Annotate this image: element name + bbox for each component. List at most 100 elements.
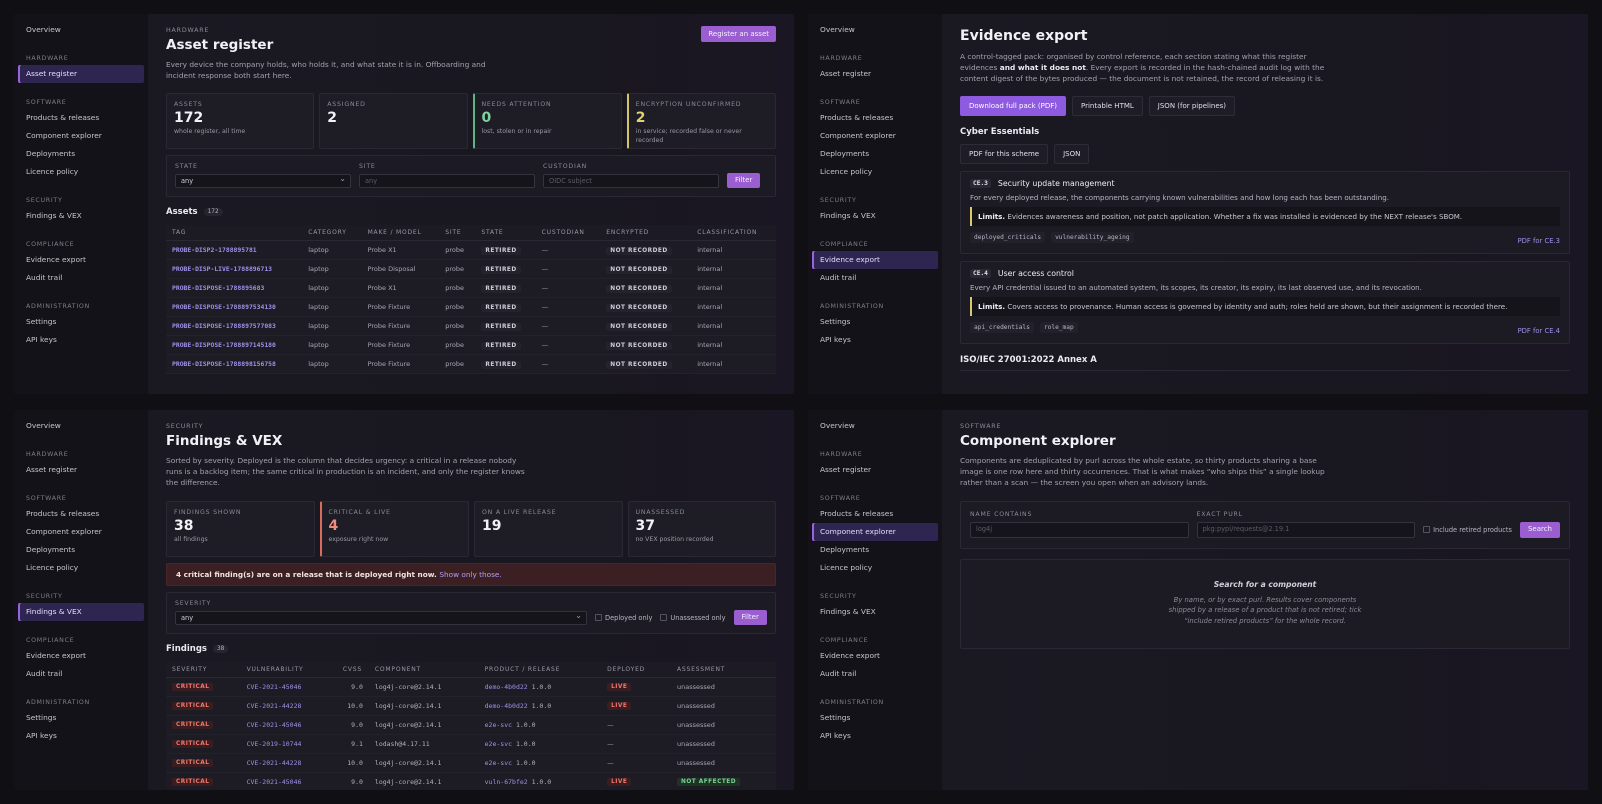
nav-products-releases[interactable]: Products & releases xyxy=(820,113,894,122)
product-link[interactable]: demo-4b0d22 xyxy=(484,701,528,710)
register-asset-button[interactable]: Register an asset xyxy=(701,26,776,42)
printable-html-button[interactable]: Printable HTML xyxy=(1072,95,1143,116)
table-row[interactable]: CRITICAL CVE-2021-45046 9.0 log4j-core@2.14… xyxy=(166,715,776,735)
nav-component-explorer[interactable]: Component explorer xyxy=(812,523,938,541)
vulnerability-link[interactable]: CVE-2021-45046 xyxy=(240,772,337,790)
column-header[interactable]: DEPLOYED xyxy=(601,661,671,678)
nav-settings[interactable]: Settings xyxy=(26,713,57,722)
name-contains-input[interactable]: log4j xyxy=(970,521,1189,538)
nav-overview[interactable]: Overview xyxy=(820,421,855,430)
nav-api-keys[interactable]: API keys xyxy=(820,335,851,344)
table-row[interactable]: CRITICAL CVE-2021-44228 10.0 log4j-core@2.1… xyxy=(166,753,776,773)
nav-findings-vex[interactable]: Findings & VEX xyxy=(820,211,876,220)
scheme-pdf-button[interactable]: PDF for this scheme xyxy=(960,143,1049,164)
nav-deployments[interactable]: Deployments xyxy=(26,149,76,158)
nav-findings-vex[interactable]: Findings & VEX xyxy=(26,211,82,220)
column-header[interactable]: PRODUCT / RELEASE xyxy=(478,661,602,678)
nav-settings[interactable]: Settings xyxy=(820,317,851,326)
column-header[interactable]: STATE xyxy=(475,225,536,242)
column-header[interactable]: VULNERABILITY xyxy=(240,661,337,678)
nav-component-explorer[interactable]: Component explorer xyxy=(820,131,896,140)
nav-audit-trail[interactable]: Audit trail xyxy=(26,273,63,282)
exact-purl-input[interactable]: pkg:pypi/requests@2.19.1 xyxy=(1196,521,1416,538)
table-row[interactable]: PROBE-DISPOSE-1788897145180 laptop Probe F… xyxy=(166,335,776,356)
asset-tag[interactable]: PROBE-DISPOSE-1788895683 xyxy=(166,278,303,299)
severity-select[interactable]: any xyxy=(175,610,587,625)
nav-deployments[interactable]: Deployments xyxy=(26,545,76,554)
table-row[interactable]: CRITICAL CVE-2021-44228 10.0 log4j-core@2.1… xyxy=(166,696,776,716)
custodian-input[interactable]: OIDC subject xyxy=(543,174,719,189)
nav-products-releases[interactable]: Products & releases xyxy=(26,113,100,122)
table-row[interactable]: PROBE-DISPOSE-1788898156758 laptop Probe F… xyxy=(166,354,776,375)
nav-deployments[interactable]: Deployments xyxy=(820,149,870,158)
unassessed-only-checkbox[interactable]: Unassessed only xyxy=(660,611,726,625)
column-header[interactable]: MAKE / MODEL xyxy=(361,225,440,242)
nav-component-explorer[interactable]: Component explorer xyxy=(26,131,102,140)
nav-deployments[interactable]: Deployments xyxy=(820,545,870,554)
nav-findings-vex[interactable]: Findings & VEX xyxy=(18,603,144,621)
vulnerability-link[interactable]: CVE-2021-45046 xyxy=(240,715,337,735)
column-header[interactable]: COMPONENT xyxy=(368,661,479,678)
nav-findings-vex[interactable]: Findings & VEX xyxy=(820,607,876,616)
nav-products-releases[interactable]: Products & releases xyxy=(26,509,100,518)
table-row[interactable]: CRITICAL CVE-2019-10744 9.1 lodash@4.17.11 e… xyxy=(166,734,776,754)
asset-tag[interactable]: PROBE-DISPOSE-1788898156758 xyxy=(166,354,303,375)
filter-button[interactable]: Filter xyxy=(727,173,761,189)
search-button[interactable]: Search xyxy=(1519,521,1560,538)
vulnerability-link[interactable]: CVE-2021-45046 xyxy=(240,677,337,697)
table-row[interactable]: PROBE-DISP2-1788895781 laptop Probe X1 prob… xyxy=(166,240,776,261)
table-row[interactable]: PROBE-DISPOSE-1788897577083 laptop Probe F… xyxy=(166,316,776,337)
nav-evidence-export[interactable]: Evidence export xyxy=(26,255,86,264)
nav-api-keys[interactable]: API keys xyxy=(26,731,57,740)
include-retired-checkbox[interactable]: Include retired products xyxy=(1423,522,1512,538)
column-header[interactable]: TAG xyxy=(166,225,303,242)
nav-licence-policy[interactable]: Licence policy xyxy=(26,563,79,572)
column-header[interactable]: ASSESSMENT xyxy=(670,661,776,678)
column-header[interactable]: CUSTODIAN xyxy=(535,225,601,242)
nav-component-explorer[interactable]: Component explorer xyxy=(26,527,102,536)
column-header[interactable]: CATEGORY xyxy=(302,225,362,242)
nav-settings[interactable]: Settings xyxy=(820,713,851,722)
nav-overview[interactable]: Overview xyxy=(26,25,61,34)
nav-licence-policy[interactable]: Licence policy xyxy=(820,167,873,176)
nav-settings[interactable]: Settings xyxy=(26,317,57,326)
show-only-those-link[interactable]: Show only those. xyxy=(439,569,502,579)
table-row[interactable]: PROBE-DISPOSE-1788897534130 laptop Probe F… xyxy=(166,297,776,318)
nav-asset-register[interactable]: Asset register xyxy=(18,65,144,83)
product-link[interactable]: e2e-svc xyxy=(484,758,513,767)
nav-api-keys[interactable]: API keys xyxy=(26,335,57,344)
site-input[interactable]: any xyxy=(359,174,535,189)
table-row[interactable]: CRITICAL CVE-2021-45046 9.0 log4j-core@2.14… xyxy=(166,677,776,697)
nav-evidence-export[interactable]: Evidence export xyxy=(820,651,880,660)
product-link[interactable]: demo-4b0d22 xyxy=(484,682,528,691)
nav-overview[interactable]: Overview xyxy=(26,421,61,430)
nav-audit-trail[interactable]: Audit trail xyxy=(820,273,857,282)
control-pdf-link[interactable]: PDF for CE.4 xyxy=(1517,326,1560,335)
asset-tag[interactable]: PROBE-DISPOSE-1788897577083 xyxy=(166,316,303,337)
asset-tag[interactable]: PROBE-DISPOSE-1788897534130 xyxy=(166,297,303,318)
column-header[interactable]: ENCRYPTED xyxy=(600,225,692,242)
vulnerability-link[interactable]: CVE-2019-10744 xyxy=(240,734,337,754)
column-header[interactable]: CLASSIFICATION xyxy=(691,225,776,242)
nav-evidence-export[interactable]: Evidence export xyxy=(812,251,938,269)
asset-tag[interactable]: PROBE-DISP-LIVE-1788896713 xyxy=(166,259,303,280)
nav-licence-policy[interactable]: Licence policy xyxy=(26,167,79,176)
asset-tag[interactable]: PROBE-DISP2-1788895781 xyxy=(166,240,303,261)
table-row[interactable]: PROBE-DISPOSE-1788895683 laptop Probe X1 pr… xyxy=(166,278,776,299)
nav-overview[interactable]: Overview xyxy=(820,25,855,34)
vulnerability-link[interactable]: CVE-2021-44228 xyxy=(240,696,337,716)
table-row[interactable]: CRITICAL CVE-2021-45046 9.0 log4j-core@2.14… xyxy=(166,772,776,790)
filter-button[interactable]: Filter xyxy=(733,609,767,625)
nav-audit-trail[interactable]: Audit trail xyxy=(820,669,857,678)
scheme-json-button[interactable]: JSON xyxy=(1054,143,1090,164)
nav-licence-policy[interactable]: Licence policy xyxy=(820,563,873,572)
nav-api-keys[interactable]: API keys xyxy=(820,731,851,740)
asset-tag[interactable]: PROBE-DISPOSE-1788897145180 xyxy=(166,335,303,356)
table-row[interactable]: PROBE-DISP-LIVE-1788896713 laptop Probe Di… xyxy=(166,259,776,280)
state-select[interactable]: any xyxy=(175,174,351,189)
nav-asset-register[interactable]: Asset register xyxy=(820,465,872,474)
product-link[interactable]: vuln-67bfe2 xyxy=(484,777,528,786)
nav-evidence-export[interactable]: Evidence export xyxy=(26,651,86,660)
nav-asset-register[interactable]: Asset register xyxy=(26,465,78,474)
control-pdf-link[interactable]: PDF for CE.3 xyxy=(1517,236,1560,245)
